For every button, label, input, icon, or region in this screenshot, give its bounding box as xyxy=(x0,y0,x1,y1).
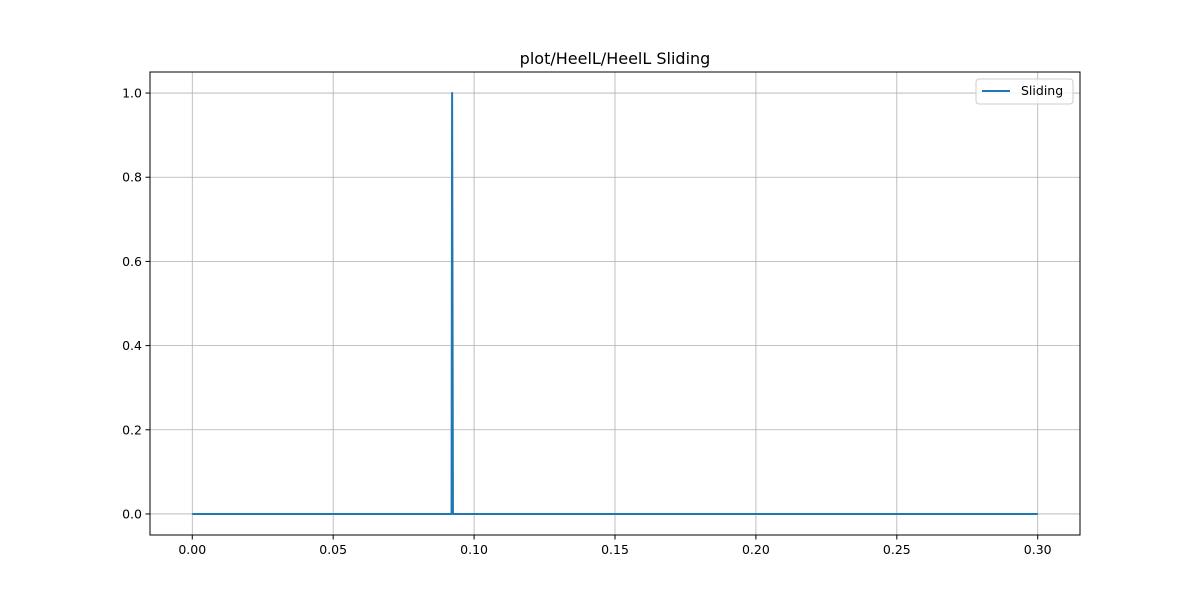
chart-title: plot/HeelL/HeelL Sliding xyxy=(520,49,711,68)
legend-box xyxy=(975,78,1074,105)
x-tick-label: 0.00 xyxy=(178,542,206,557)
x-tick-label: 0.30 xyxy=(1024,542,1052,557)
legend: Sliding xyxy=(975,78,1074,105)
x-tick-label: 0.20 xyxy=(742,542,770,557)
x-tick-label: 0.15 xyxy=(601,542,629,557)
y-tick-label: 0.2 xyxy=(122,422,142,437)
y-axis-ticks: 0.0 0.2 0.4 0.6 0.8 1.0 xyxy=(122,86,150,521)
y-tick-label: 0.4 xyxy=(122,338,142,353)
x-axis-ticks: 0.00 0.05 0.10 0.15 0.20 0.25 0.30 xyxy=(178,535,1052,557)
y-tick-label: 1.0 xyxy=(122,86,142,101)
y-tick-label: 0.0 xyxy=(122,506,142,521)
x-tick-label: 0.25 xyxy=(883,542,911,557)
x-tick-label: 0.10 xyxy=(460,542,488,557)
legend-label-sliding: Sliding xyxy=(1021,83,1063,98)
x-tick-label: 0.05 xyxy=(319,542,347,557)
series-line-sliding xyxy=(192,92,1038,515)
y-tick-label: 0.6 xyxy=(122,254,142,269)
y-tick-label: 0.8 xyxy=(122,170,142,185)
series-lines xyxy=(192,92,1038,515)
